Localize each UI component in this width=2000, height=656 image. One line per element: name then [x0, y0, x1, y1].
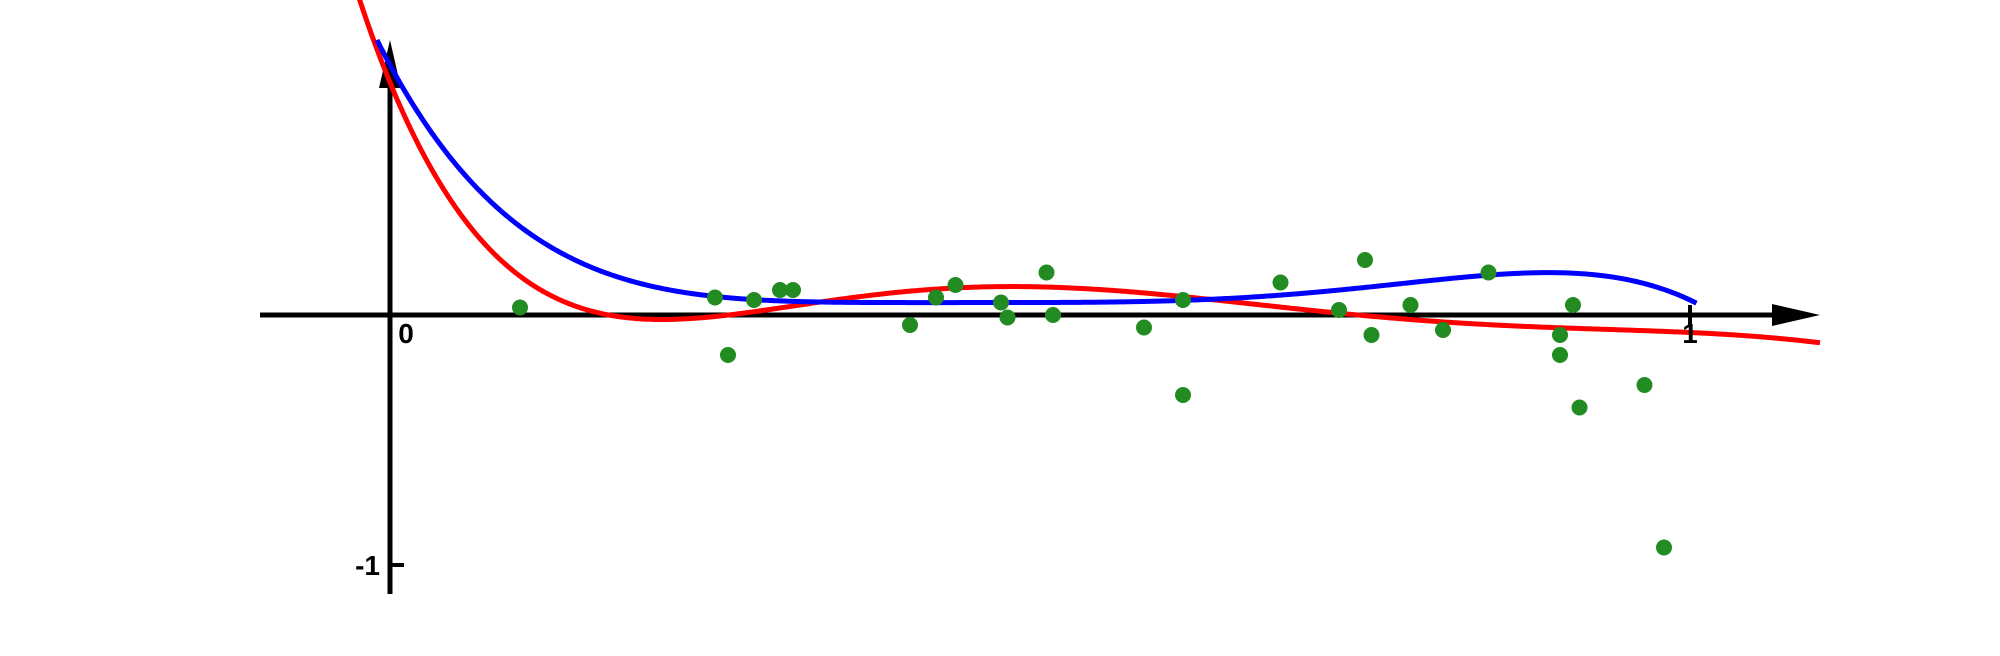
data-point	[1357, 252, 1373, 268]
data-point	[993, 294, 1009, 311]
x-tick-label: 1	[1682, 318, 1698, 349]
data-point	[1636, 377, 1653, 393]
data-point	[707, 289, 723, 306]
data-point	[512, 299, 528, 316]
data-point	[1175, 292, 1191, 308]
data-points	[512, 252, 1672, 556]
data-point	[1552, 347, 1568, 363]
data-point	[746, 292, 762, 308]
x-tick-label: 0	[398, 318, 414, 349]
data-point	[928, 289, 944, 306]
data-point	[1552, 327, 1568, 343]
data-point	[1435, 322, 1451, 338]
data-point	[1656, 539, 1672, 556]
data-point	[1571, 399, 1588, 416]
data-point	[1045, 307, 1061, 323]
data-point	[1136, 319, 1152, 336]
x-axis-arrowhead	[1772, 304, 1820, 326]
axes	[260, 40, 1820, 594]
y-tick-label: -1	[355, 550, 380, 581]
fit-curves	[357, 0, 1821, 346]
data-point	[1363, 327, 1380, 343]
fit-curve-blue	[374, 38, 1698, 306]
data-point	[947, 277, 964, 293]
data-point	[772, 282, 788, 298]
data-point	[1480, 264, 1497, 281]
tick-labels: 0 1 -1	[355, 318, 1698, 581]
data-point	[999, 309, 1016, 326]
data-point	[1402, 297, 1419, 313]
data-point	[902, 317, 918, 333]
data-point	[1272, 274, 1289, 291]
fit-curve-red	[357, 0, 1821, 346]
data-point	[1175, 387, 1191, 403]
data-point	[1565, 297, 1581, 313]
data-point	[785, 282, 801, 298]
data-point	[1038, 264, 1055, 281]
data-point	[1331, 302, 1347, 318]
data-point	[720, 347, 736, 363]
